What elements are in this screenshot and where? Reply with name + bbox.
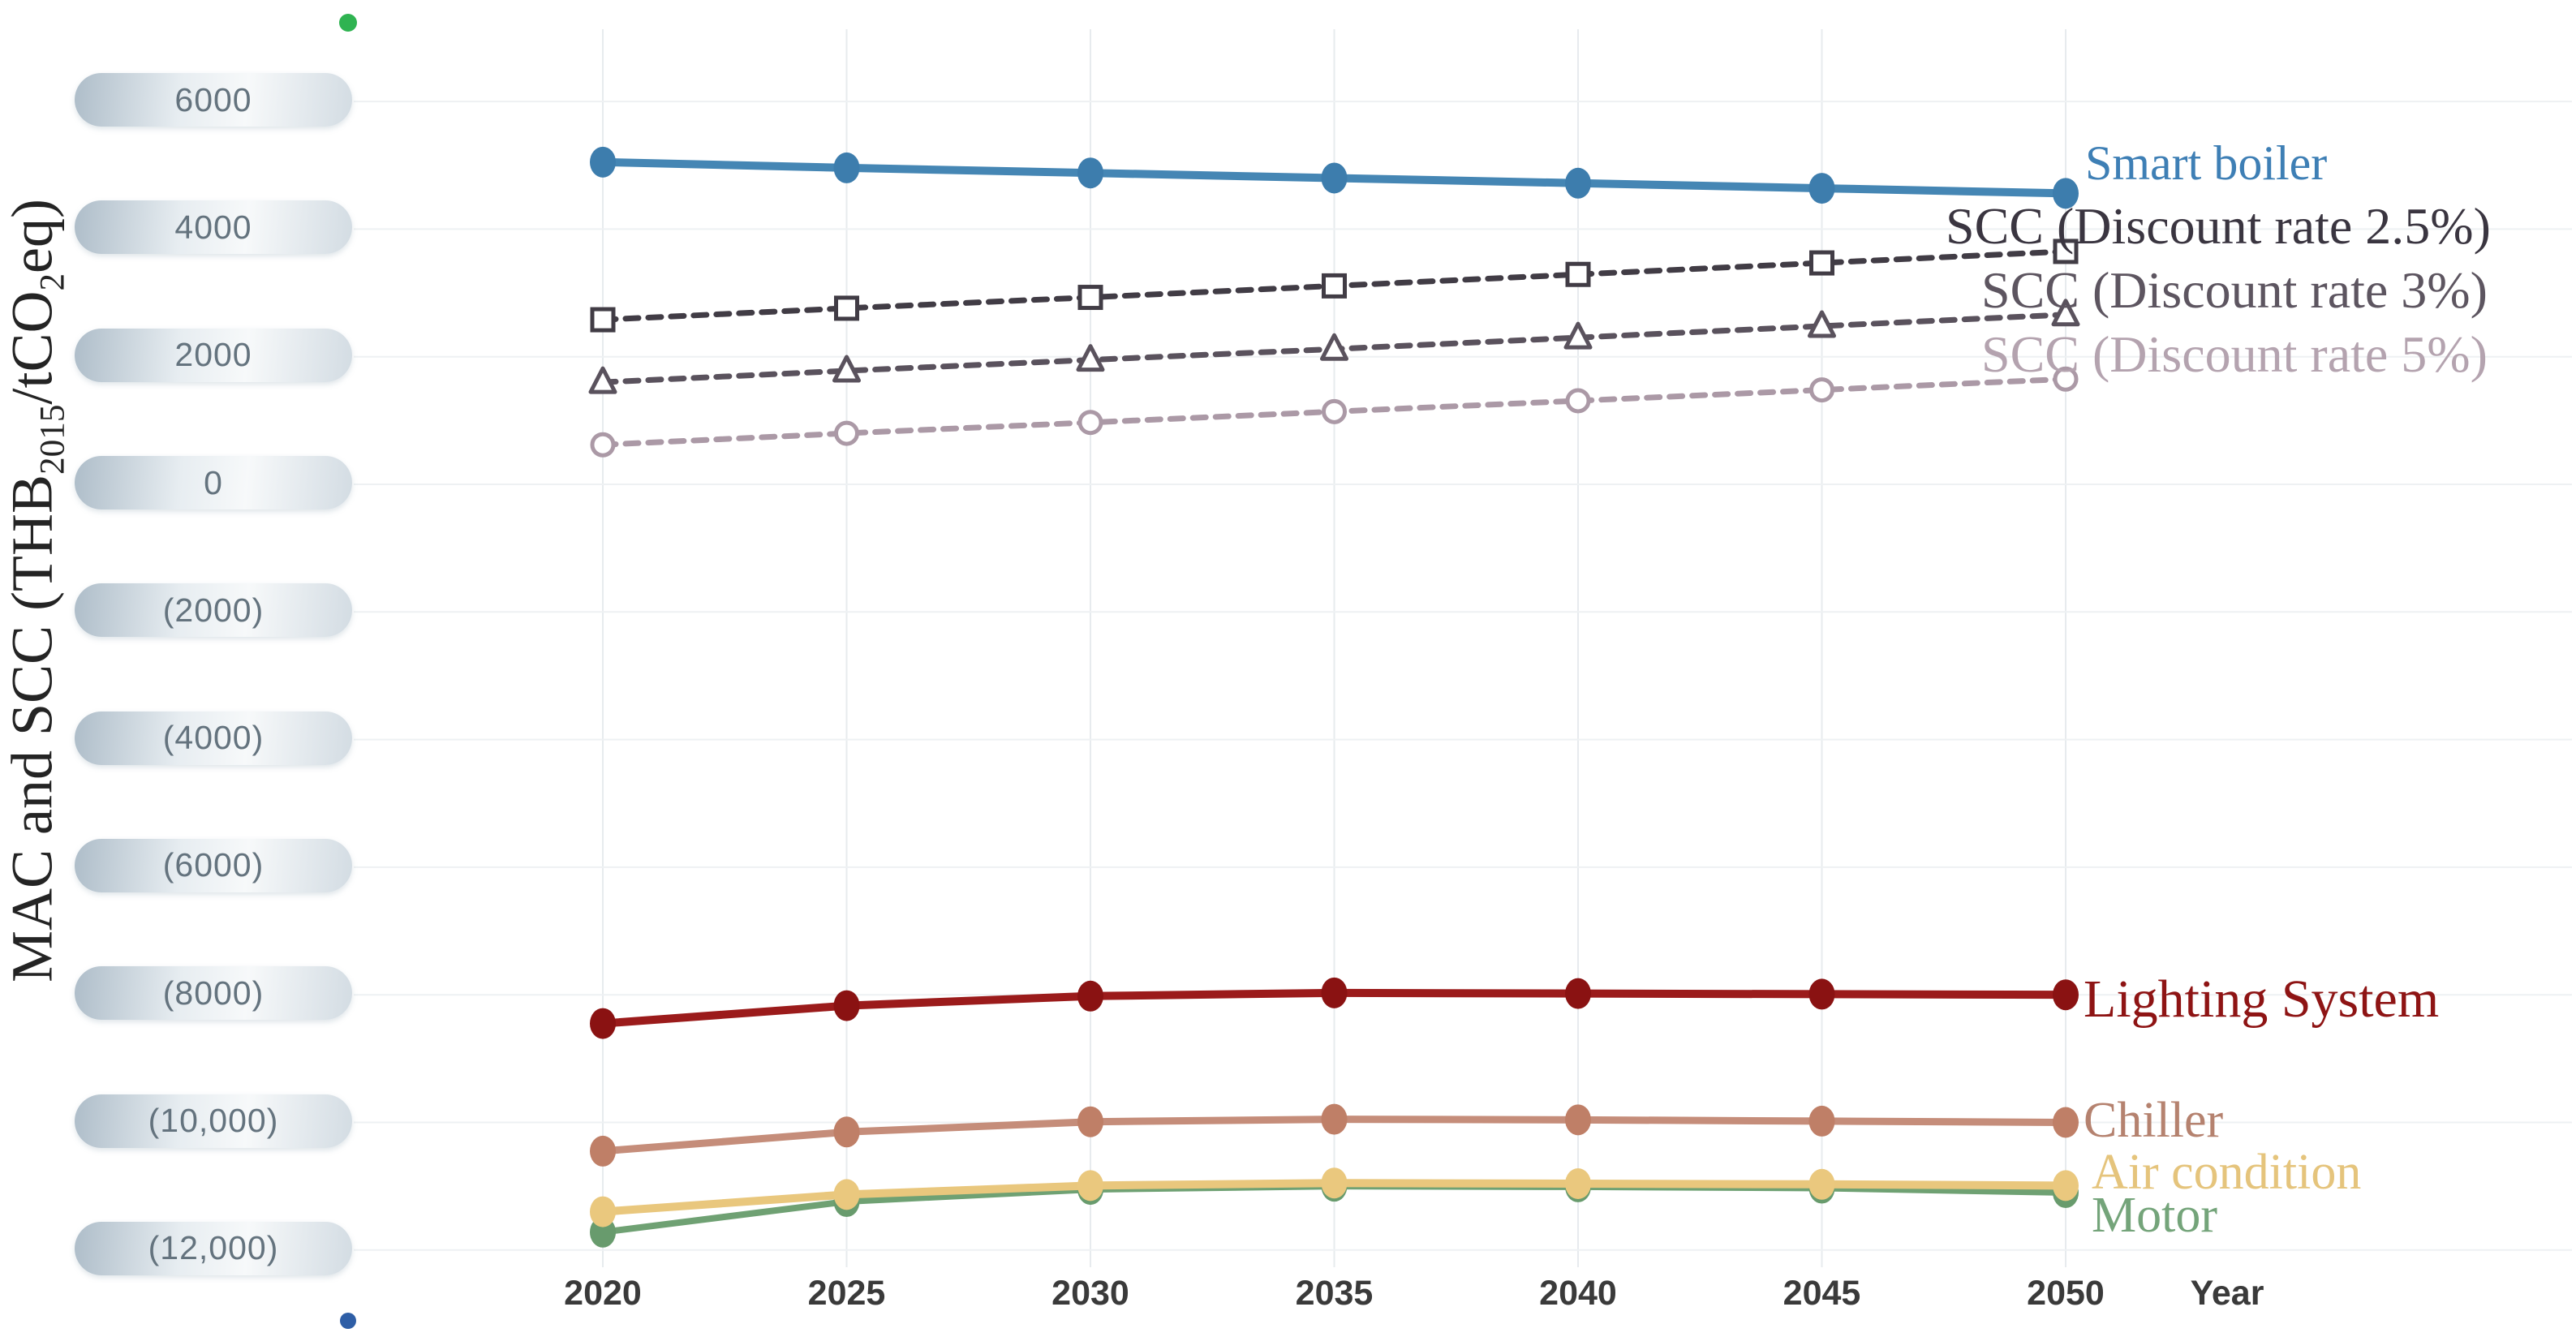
axis-top-dot: [339, 14, 357, 32]
data-point: [590, 1135, 616, 1167]
data-point: [1808, 1168, 1835, 1200]
data-point: [1320, 333, 1348, 361]
x-tick-label: 2020: [564, 1274, 642, 1313]
x-tick-label: 2045: [1783, 1274, 1861, 1313]
data-point: [1077, 1106, 1103, 1137]
data-point: [590, 146, 616, 178]
data-point: [1565, 1168, 1591, 1200]
data-point: [1321, 162, 1348, 194]
data-point: [1321, 1167, 1348, 1199]
data-point: [1563, 321, 1593, 350]
x-tick-label: 2035: [1295, 1274, 1374, 1313]
data-point: [1809, 377, 1834, 403]
data-point: [1077, 980, 1103, 1012]
data-point: [1077, 1170, 1103, 1202]
data-point: [833, 1179, 860, 1210]
data-point: [833, 990, 860, 1021]
data-point: [588, 366, 617, 394]
y-axis-title: MAC and SCC (THB2015/tCO2eq): [0, 199, 72, 982]
x-axis-caption: Year: [2190, 1274, 2264, 1313]
series-label: SCC (Discount rate 2.5%): [1946, 197, 2491, 255]
data-point: [1321, 1103, 1348, 1135]
data-point: [2053, 178, 2079, 209]
data-point: [1077, 157, 1103, 189]
y-tick-pill: 4000: [75, 200, 352, 255]
data-point: [2053, 1107, 2079, 1138]
data-point: [2053, 366, 2079, 392]
y-tick-pill: (10,000): [75, 1094, 352, 1148]
data-point: [1322, 398, 1347, 424]
y-tick-pill: (8000): [75, 966, 352, 1021]
data-point: [2053, 979, 2079, 1011]
y-tick-pill: 2000: [75, 328, 352, 382]
data-point: [1808, 1105, 1835, 1137]
data-point: [1322, 273, 1347, 299]
series-label: Smart boiler: [2085, 136, 2328, 190]
series-label: Motor: [2092, 1188, 2217, 1243]
data-point: [1076, 344, 1105, 372]
x-tick-label: 2050: [2027, 1274, 2105, 1313]
data-point: [833, 152, 860, 183]
x-tick-label: 2040: [1539, 1274, 1617, 1313]
data-point: [1808, 978, 1835, 1010]
series-label: Lighting System: [2084, 969, 2440, 1029]
data-point: [1565, 167, 1591, 199]
x-tick-label: 2025: [807, 1274, 886, 1313]
data-point: [590, 1196, 616, 1227]
data-point: [1565, 261, 1591, 287]
data-point: [1565, 388, 1591, 414]
data-point: [2051, 299, 2080, 327]
data-point: [1809, 250, 1834, 276]
y-tick-pill: 0: [75, 456, 352, 509]
series-label: SCC (Discount rate 3%): [1981, 261, 2488, 319]
data-point: [1321, 977, 1348, 1008]
data-point: [1565, 978, 1591, 1009]
y-tick-pill: (6000): [75, 838, 352, 892]
y-tick-pill: (12,000): [75, 1221, 352, 1275]
data-point: [2053, 1170, 2079, 1202]
y-tick-pill: (4000): [75, 711, 352, 765]
data-point: [1808, 173, 1835, 204]
y-tick-pill: 6000: [75, 73, 352, 127]
x-tick-label: 2030: [1051, 1274, 1129, 1313]
data-point: [1077, 285, 1103, 311]
data-point: [1808, 310, 1836, 338]
data-point: [590, 432, 616, 458]
series-label: Air condition: [2092, 1145, 2362, 1200]
data-point: [1077, 410, 1103, 436]
data-point: [834, 420, 859, 446]
series-label: Chiller: [2084, 1093, 2224, 1148]
series-label: SCC (Discount rate 5%): [1981, 325, 2488, 383]
axis-bottom-dot: [340, 1313, 356, 1329]
data-point: [590, 307, 616, 333]
data-point: [832, 355, 861, 383]
data-point: [1565, 1104, 1591, 1136]
data-point: [590, 1008, 616, 1039]
data-point: [834, 295, 859, 321]
data-point: [2053, 239, 2079, 264]
data-point: [833, 1116, 860, 1148]
y-tick-pill: (2000): [75, 583, 352, 638]
